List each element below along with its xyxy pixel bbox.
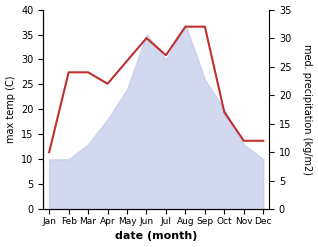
Y-axis label: max temp (C): max temp (C)	[5, 76, 16, 143]
Y-axis label: med. precipitation (kg/m2): med. precipitation (kg/m2)	[302, 44, 313, 175]
X-axis label: date (month): date (month)	[115, 231, 197, 242]
